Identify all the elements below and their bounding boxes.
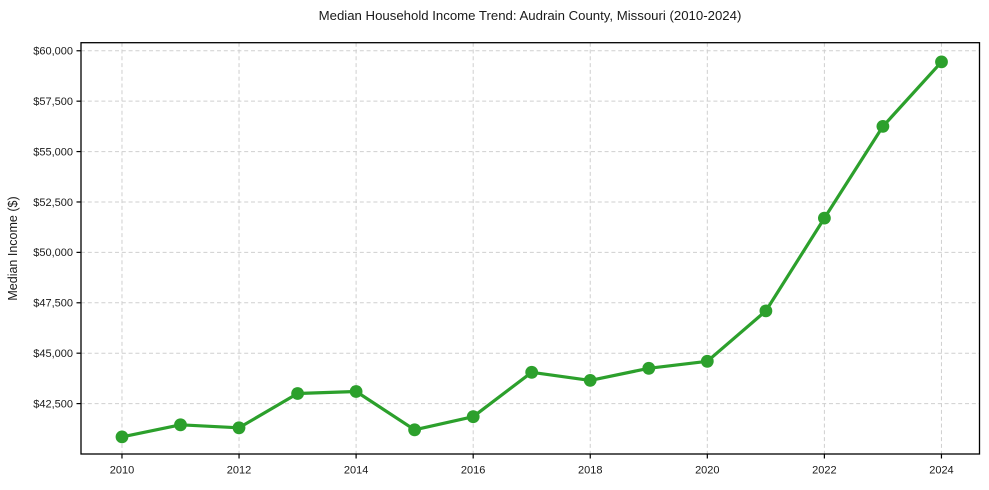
- data-point: [232, 421, 246, 435]
- data-point: [291, 387, 304, 400]
- y-tick-label: $45,000: [33, 348, 73, 360]
- data-point: [408, 423, 421, 437]
- x-tick-label: 2012: [227, 465, 251, 477]
- x-tick-label: 2016: [461, 465, 485, 477]
- data-point: [525, 365, 539, 379]
- data-point: [876, 120, 890, 133]
- data-point: [174, 418, 187, 432]
- y-axis-label: Median Income ($): [6, 196, 20, 300]
- data-point: [349, 385, 363, 398]
- y-tick-label: $52,500: [33, 197, 73, 209]
- y-tick-label: $47,500: [33, 298, 73, 310]
- data-point: [935, 55, 948, 69]
- y-tick-label: $60,000: [33, 46, 73, 58]
- data-point: [583, 374, 597, 387]
- y-tick-label: $50,000: [33, 247, 73, 259]
- data-point: [115, 430, 129, 444]
- axes-frame: [80, 42, 981, 455]
- y-tick-label: $55,000: [33, 146, 73, 158]
- x-tick-label: 2024: [929, 465, 953, 477]
- x-tick-label: 2020: [695, 465, 719, 477]
- y-tick-label: $57,500: [33, 96, 73, 108]
- data-point: [700, 354, 714, 368]
- chart-title: Median Household Income Trend: Audrain C…: [319, 8, 742, 23]
- data-point: [759, 304, 773, 318]
- plot-area: $42,500 $45,000 $47,500 $50,000 $52,500 $55,0…: [33, 42, 981, 477]
- x-tick-label: 2010: [110, 465, 134, 477]
- y-tick-label: $42,500: [33, 398, 73, 410]
- data-point: [642, 361, 656, 375]
- trend-line: [120, 60, 944, 439]
- data-point: [466, 410, 480, 424]
- x-tick-label: 2014: [344, 465, 368, 477]
- x-tick-label: 2018: [578, 465, 602, 477]
- data-point: [818, 211, 831, 225]
- x-tick-label: 2022: [812, 465, 836, 477]
